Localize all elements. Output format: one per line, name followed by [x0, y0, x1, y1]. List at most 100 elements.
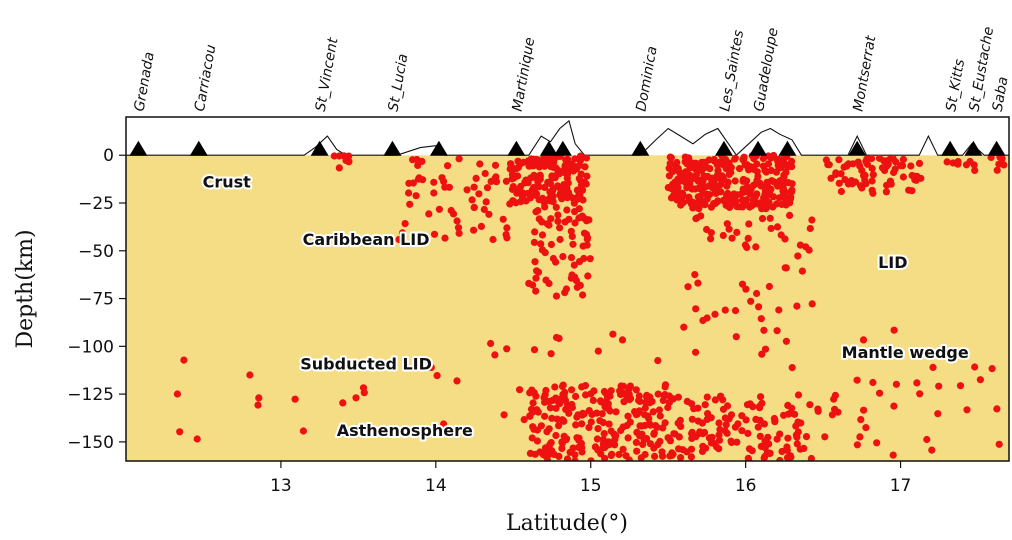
- earthquake-point: [773, 435, 781, 443]
- earthquake-point: [427, 363, 435, 371]
- earthquake-point: [555, 452, 563, 460]
- earthquake-point: [722, 421, 730, 429]
- earthquake-point: [807, 454, 815, 461]
- earthquake-point: [638, 430, 646, 438]
- earthquake-point: [463, 186, 471, 194]
- earthquake-point: [626, 418, 634, 426]
- station-label: Guadeloupe: [751, 27, 781, 113]
- earthquake-point: [674, 178, 682, 186]
- station-triangle-icon: [714, 140, 733, 156]
- earthquake-point: [853, 376, 861, 384]
- earthquake-point: [645, 393, 653, 401]
- earthquake-point: [761, 437, 769, 445]
- earthquake-point: [857, 416, 865, 424]
- earthquake-point: [571, 208, 579, 216]
- earthquake-point: [633, 447, 641, 455]
- earthquake-point: [584, 272, 592, 280]
- earthquake-point: [679, 199, 687, 207]
- earthquake-point: [632, 386, 640, 394]
- earthquake-point: [441, 234, 449, 242]
- earthquake-point: [406, 200, 414, 208]
- y-axis-title: Depth(km): [13, 229, 38, 348]
- earthquake-point: [782, 196, 790, 204]
- earthquake-point: [778, 447, 786, 456]
- earthquake-point: [907, 162, 915, 170]
- earthquake-point: [575, 436, 583, 444]
- earthquake-point: [560, 392, 568, 400]
- earthquake-point: [352, 394, 360, 402]
- earthquake-point: [683, 184, 691, 192]
- earthquake-point: [884, 160, 892, 168]
- earthquake-point: [567, 227, 575, 235]
- earthquake-point: [530, 425, 538, 433]
- earthquake-point: [869, 378, 877, 387]
- earthquake-point: [723, 402, 732, 410]
- earthquake-point: [491, 161, 500, 169]
- earthquake-point: [470, 226, 478, 234]
- earthquake-point: [558, 195, 566, 203]
- earthquake-point: [758, 205, 766, 213]
- earthquake-point: [883, 346, 891, 354]
- earthquake-point: [892, 380, 901, 388]
- region-label-caribbean-lid: Caribbean LID: [303, 230, 430, 249]
- earthquake-point: [788, 364, 796, 372]
- earthquake-point: [773, 327, 781, 335]
- earthquake-point: [777, 231, 785, 239]
- earthquake-point: [775, 306, 783, 314]
- earthquake-point: [740, 153, 748, 161]
- earthquake-point: [723, 182, 731, 190]
- earthquake-point: [572, 421, 580, 429]
- earthquake-point: [546, 157, 554, 165]
- earthquake-point: [878, 164, 887, 172]
- earthquake-point: [794, 391, 803, 399]
- earthquake-point: [499, 215, 507, 223]
- station-label: Martinique: [510, 36, 539, 113]
- earthquake-point: [832, 169, 840, 177]
- earthquake-point: [684, 283, 692, 291]
- earthquake-point: [538, 231, 547, 239]
- earthquake-point: [656, 437, 664, 445]
- earthquake-point: [440, 420, 448, 428]
- earthquake-point: [535, 215, 543, 223]
- earthquake-point: [530, 346, 539, 354]
- earthquake-point: [690, 405, 698, 413]
- earthquake-point: [739, 177, 747, 185]
- earthquake-point: [491, 351, 499, 359]
- earthquake-point: [713, 443, 721, 451]
- earthquake-point: [455, 155, 463, 163]
- earthquake-point: [683, 160, 691, 168]
- earthquake-point: [742, 285, 750, 293]
- earthquake-point: [549, 254, 558, 263]
- earthquake-point: [541, 249, 549, 257]
- earthquake-point: [415, 174, 423, 182]
- earthquake-point: [699, 442, 707, 450]
- y-axis: 0 −25 −50 −75 −100 −125 −150: [67, 146, 126, 453]
- earthquake-point: [534, 207, 542, 215]
- earthquake-point: [890, 402, 898, 410]
- earthquake-point: [246, 371, 254, 379]
- earthquake-point: [506, 200, 514, 208]
- earthquake-point: [395, 235, 403, 244]
- earthquake-point: [503, 224, 511, 232]
- earthquake-point: [637, 454, 645, 461]
- earthquake-point: [889, 155, 897, 163]
- region-label-asthenosphere: Asthenosphere: [337, 421, 473, 440]
- earthquake-point: [545, 425, 553, 433]
- earthquake-point: [806, 401, 814, 409]
- earthquake-point: [468, 196, 476, 204]
- earthquake-point: [440, 177, 448, 185]
- earthquake-point: [605, 420, 613, 428]
- earthquake-point: [873, 439, 881, 447]
- earthquake-point: [542, 276, 550, 284]
- earthquake-point: [619, 445, 627, 453]
- station-label: Dominica: [633, 45, 660, 113]
- earthquake-point: [683, 448, 691, 456]
- earthquake-point: [502, 177, 510, 185]
- earthquake-point: [776, 456, 784, 461]
- earthquake-point: [412, 192, 420, 200]
- earthquake-point: [534, 268, 543, 276]
- earthquake-point: [712, 189, 720, 197]
- earthquake-point: [862, 157, 870, 165]
- earthquake-point: [335, 152, 343, 160]
- earthquake-point: [765, 282, 774, 291]
